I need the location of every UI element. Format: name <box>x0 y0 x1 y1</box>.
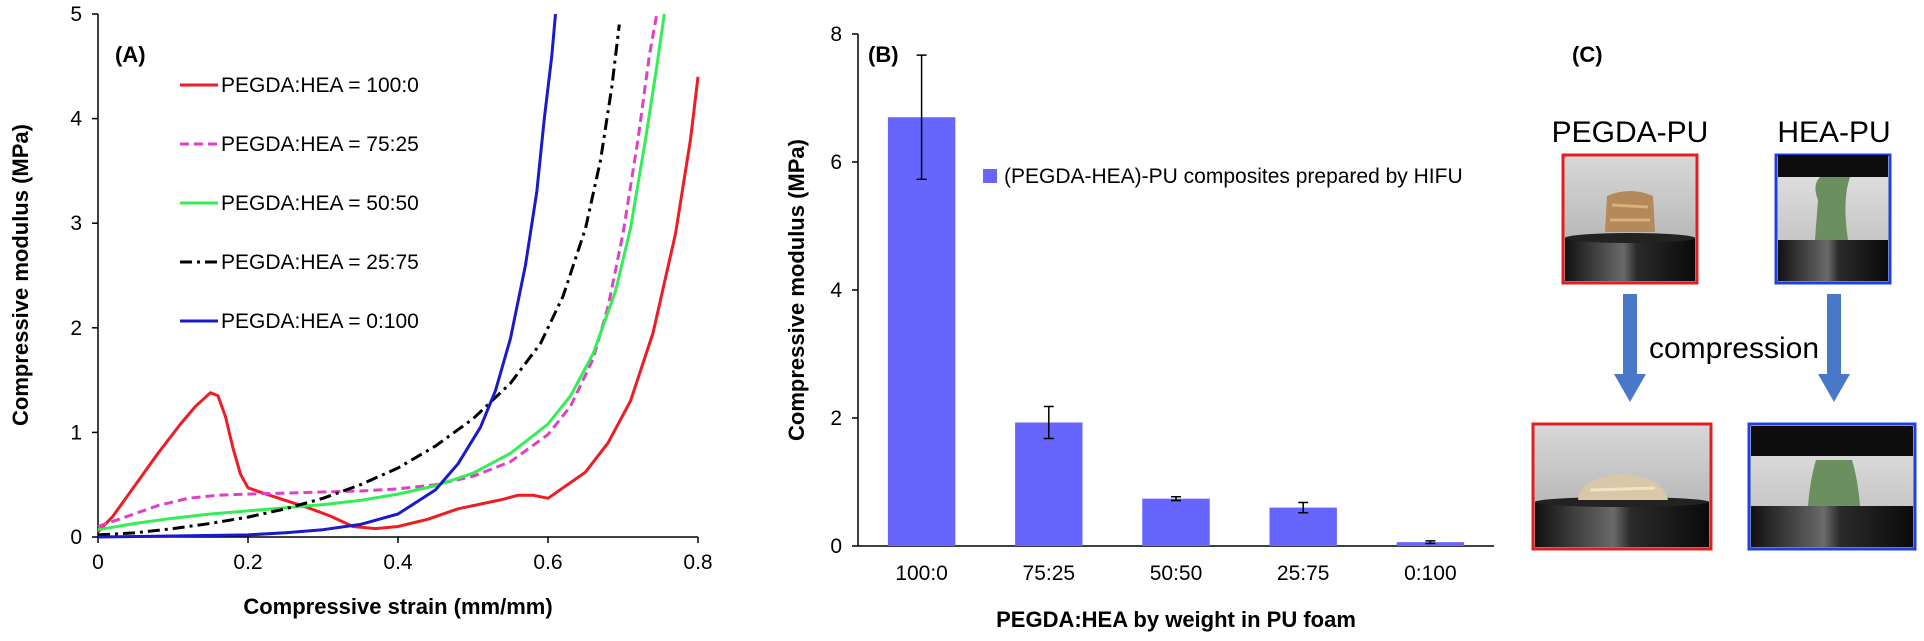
panel-b-y-tick-label: 8 <box>830 23 842 46</box>
panel-b-legend-text: (PEGDA-HEA)-PU composites prepared by HI… <box>1004 165 1463 188</box>
panel-b-bar-25-75 <box>1269 507 1337 546</box>
panel-a-series-line-3 <box>97 13 666 532</box>
panel-b-category-label: 100:0 <box>895 562 948 585</box>
photo-pegda-pu-before <box>1561 153 1699 285</box>
panel-b-bar-chart: (B) 0 2 4 6 8 100:0 75:25 50:50 25:75 0:100 PEGDA… <box>784 23 1494 632</box>
panel-b-label: (B) <box>868 42 899 67</box>
panel-b-legend-swatch <box>983 169 997 183</box>
panel-a-x-tick-label: 0.8 <box>683 551 712 574</box>
panel-a-y-tick-label: 4 <box>70 108 82 131</box>
panel-a-label: (A) <box>115 42 146 67</box>
panel-a-y-axis-title: Compressive modulus (MPa) <box>8 124 33 426</box>
compression-arrow-left <box>1614 294 1646 402</box>
panel-b-bars-group <box>887 54 1465 546</box>
panel-a-y-tick-label: 0 <box>70 526 82 549</box>
panel-a-legend-label-5: PEGDA:HEA = 0:100 <box>221 310 419 333</box>
panel-a-ticks: 0 0.2 0.4 0.6 0.8 0 1 2 3 4 5 <box>70 3 712 574</box>
panel-b-legend: (PEGDA-HEA)-PU composites prepared by HI… <box>983 165 1463 188</box>
panel-a-y-tick-label: 3 <box>70 212 82 235</box>
photo-pegda-pu-after <box>1531 422 1713 551</box>
panel-a-x-tick-label: 0.4 <box>383 551 413 574</box>
photo-label-pegda-pu: PEGDA-PU <box>1552 116 1709 149</box>
panel-a-x-tick-label: 0 <box>92 551 104 574</box>
panel-a-series-group <box>96 13 700 539</box>
panel-a-legend-label-1: PEGDA:HEA = 100:0 <box>221 74 419 97</box>
panel-a-legend-label-3: PEGDA:HEA = 50:50 <box>221 192 419 215</box>
panel-b-category-label: 25:75 <box>1277 562 1330 585</box>
panel-a-legend-label-4: PEGDA:HEA = 25:75 <box>221 251 419 274</box>
panel-c-label: (C) <box>1572 42 1603 67</box>
panel-a-series-line-4 <box>97 24 621 537</box>
panel-a-x-tick-label: 0.6 <box>533 551 562 574</box>
panel-b-bar-50-50 <box>1142 498 1210 546</box>
panel-b-category-label: 50:50 <box>1150 562 1203 585</box>
panel-b-x-axis-title: PEGDA:HEA by weight in PU foam <box>996 607 1356 632</box>
panel-b-y-tick-label: 2 <box>830 407 842 430</box>
panel-a-legend-label-2: PEGDA:HEA = 75:25 <box>221 133 419 156</box>
panel-a-line-chart: (A) 0 0.2 0.4 0.6 0.8 0 1 2 3 4 5 Compressive stra… <box>8 3 713 619</box>
panel-b-bar-100-0 <box>887 117 956 546</box>
photo-label-hea-pu: HEA-PU <box>1777 116 1890 149</box>
panel-a-y-tick-label: 2 <box>70 317 82 340</box>
panel-b-y-tick-label: 6 <box>830 151 842 174</box>
panel-b-category-label: 0:100 <box>1404 562 1457 585</box>
photo-hea-pu-after <box>1747 422 1917 551</box>
panel-b-bar-75-25 <box>1015 422 1083 546</box>
panel-a-x-axis-title: Compressive strain (mm/mm) <box>243 594 552 619</box>
panel-c-photos: (C) PEGDA-PU HEA-PU <box>1531 42 1917 551</box>
panel-b-y-tick-label: 0 <box>830 535 842 558</box>
panel-a-series-line-1 <box>96 76 700 533</box>
panel-b-category-label: 75:25 <box>1023 562 1076 585</box>
photo-hea-pu-before <box>1774 153 1892 285</box>
panel-a-x-tick-label: 0.2 <box>233 551 262 574</box>
panel-a-y-tick-label: 5 <box>70 3 82 26</box>
panel-a-series-line-5 <box>97 13 557 539</box>
panel-a-y-tick-label: 1 <box>70 421 82 444</box>
compression-arrow-right <box>1818 294 1850 402</box>
panel-a-legend: PEGDA:HEA = 100:0 PEGDA:HEA = 75:25 PEGDA:… <box>180 74 419 333</box>
panel-b-y-axis-title: Compressive modulus (MPa) <box>784 139 809 441</box>
compression-label: compression <box>1649 332 1819 365</box>
panel-b-y-tick-label: 4 <box>830 279 842 302</box>
panel-b-ticks: 0 2 4 6 8 100:0 75:25 50:50 25:75 0:100 <box>830 23 1456 585</box>
